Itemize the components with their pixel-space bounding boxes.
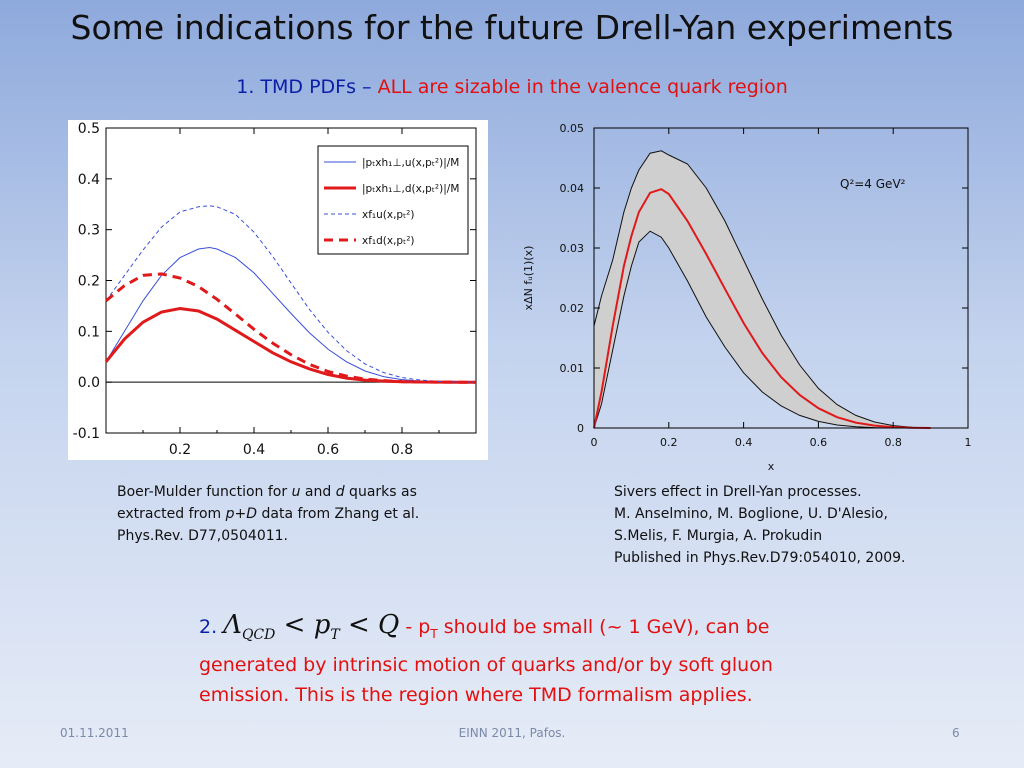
footer-date: 01.11.2011 [60, 726, 129, 740]
sivers-plot: 0 0.01 0.02 0.03 0.04 0.05 0 0.2 0.4 0.6 0.8 1 x xΔN … [522, 122, 972, 473]
x-tick-label: 0.6 [317, 442, 339, 458]
series-line-1 [105, 246, 477, 383]
y-tick-label: 0.2 [78, 274, 100, 290]
sivers-chart: 0 0.01 0.02 0.03 0.04 0.05 0 0.2 0.4 0.6 0.8 1 x xΔN … [510, 118, 980, 475]
uncertainty-band [594, 150, 931, 429]
legend-box [317, 145, 469, 255]
y-tick-label: 0 [577, 422, 584, 435]
x-tick-label: 0 [591, 436, 598, 449]
y-tick-label: 0.05 [560, 122, 585, 135]
y-tick-label: -0.1 [73, 426, 100, 442]
caption-right-line-3: S.Melis, F. Murgia, A. Prokudin [614, 528, 823, 544]
upper-bound-line [593, 150, 931, 429]
x-tick-label: 0.8 [391, 442, 413, 458]
q-squared-annotation: Q²=4 GeV² [840, 177, 906, 191]
caption-right: Sivers effect in Drell-Yan processes. M.… [614, 481, 974, 569]
x-axis-label: x [768, 460, 775, 473]
caption-right-line-2: M. Anselmino, M. Boglione, U. D'Alesio, [614, 506, 888, 522]
series-line-3 [105, 205, 477, 383]
footer-event: EINN 2011, Pafos. [458, 726, 566, 740]
plot-frame [593, 127, 969, 429]
caption-left-line-3: Phys.Rev. D77,0504011. [117, 528, 289, 544]
boer-mulder-plot: -0.1 0.0 0.1 0.2 0.3 0.4 0.5 0.2 0.4 0.6 0.8 |pₜxh₁… [73, 121, 477, 458]
boer-mulder-chart: -0.1 0.0 0.1 0.2 0.3 0.4 0.5 0.2 0.4 0.6 0.8 |pₜxh₁… [68, 120, 488, 460]
y-tick-label: 0.3 [78, 223, 100, 239]
point-2-line-3: emission. This is the region where TMD f… [199, 684, 753, 707]
y-tick-label: 0.01 [560, 362, 585, 375]
y-axis-label: xΔN fᵤ(1)(x) [522, 246, 535, 311]
legend-label-2: |pₜxh₁⊥,d(x,pₜ²)|/M [362, 183, 459, 195]
central-curve [593, 188, 931, 429]
y-tick-label: 0.02 [560, 302, 585, 315]
footer-page-number: 6 [952, 726, 960, 740]
y-tick-label: 0.03 [560, 242, 585, 255]
caption-right-line-1: Sivers effect in Drell-Yan processes. [614, 484, 862, 500]
caption-left: Boer-Mulder function for u and d quarks … [117, 481, 477, 547]
y-tick-label: 0.4 [78, 172, 100, 188]
legend-label-3: xf₁u(x,pₜ²) [362, 209, 415, 221]
caption-right-line-4: Published in Phys.Rev.D79:054010, 2009. [614, 550, 906, 566]
caption-left-line-2: extracted from p+D data from Zhang et al… [117, 506, 420, 522]
x-tick-label: 0.4 [735, 436, 753, 449]
y-tick-label: 0.1 [78, 324, 100, 340]
point-2-line-2: generated by intrinsic motion of quarks … [199, 654, 773, 677]
slide-title: Some indications for the future Drell-Ya… [70, 8, 954, 47]
x-tick-label: 1 [965, 436, 972, 449]
point-2-formula: ΛQCD < pT < Q [223, 610, 400, 644]
subtitle-highlight: ALL are sizable in the valence quark reg… [377, 76, 788, 98]
x-tick-label: 0.8 [884, 436, 902, 449]
y-tick-label: 0.0 [78, 375, 100, 391]
legend-label-4: xf₁d(x,pₜ²) [362, 235, 415, 247]
lower-bound-line [593, 230, 931, 429]
caption-left-line-1: Boer-Mulder function for u and d quarks … [117, 484, 417, 500]
x-tick-label: 0.2 [660, 436, 678, 449]
subtitle: 1. TMD PDFs – ALL are sizable in the val… [0, 76, 1024, 98]
legend-label-1: |pₜxh₁⊥,u(x,pₜ²)|/M [362, 157, 459, 169]
series-line-4 [105, 272, 476, 384]
point-2: 2. ΛQCD < pT < Q - pT should be small (~… [199, 610, 773, 707]
x-tick-label: 0.2 [169, 442, 191, 458]
y-tick-label: 0.04 [560, 182, 585, 195]
x-tick-label: 0.4 [243, 442, 265, 458]
subtitle-label: 1. TMD PDFs – [236, 76, 378, 98]
point-2-number: 2. [199, 616, 224, 638]
y-tick-label: 0.5 [78, 121, 100, 137]
x-tick-label: 0.6 [810, 436, 828, 449]
series-line-2 [104, 306, 476, 384]
